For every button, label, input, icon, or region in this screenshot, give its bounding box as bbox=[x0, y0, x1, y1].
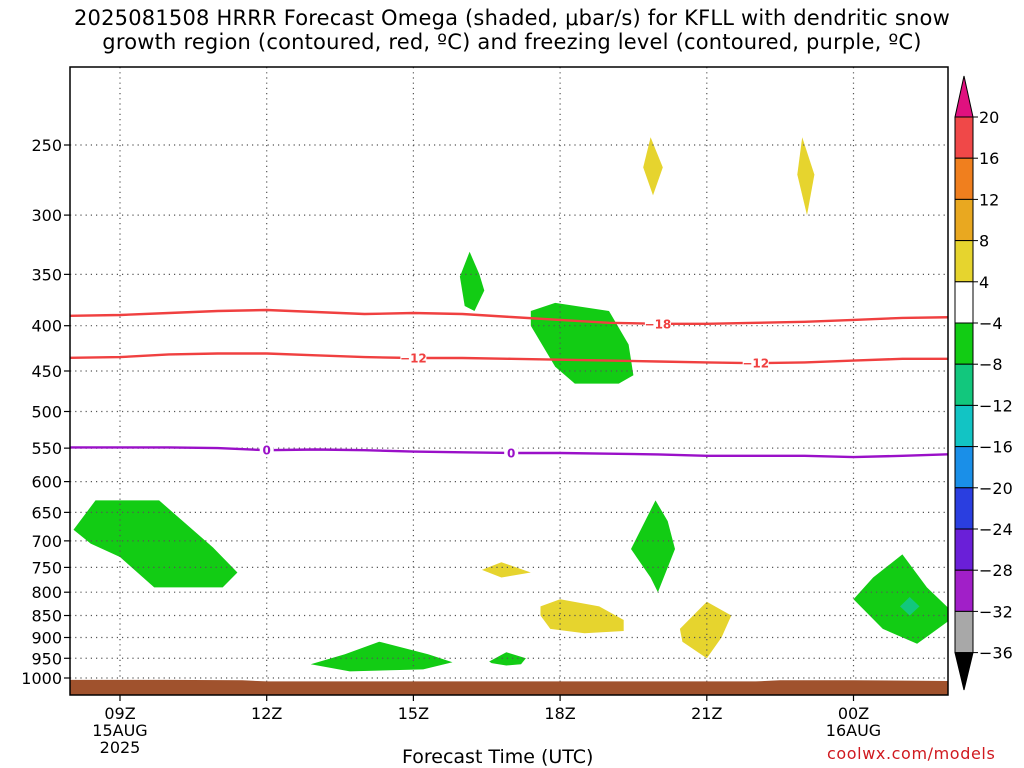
colorbar-bin-10 bbox=[954, 487, 974, 530]
omega-region-10 bbox=[797, 137, 815, 216]
colorbar-label-6: −8 bbox=[979, 355, 1003, 374]
colorbar-label-12: −32 bbox=[979, 602, 1013, 621]
omega-region-5 bbox=[631, 500, 675, 593]
colorbar-label-3: 8 bbox=[979, 232, 989, 251]
y-tick-label-900: 900 bbox=[31, 628, 62, 647]
contour-label-3-1: 0 bbox=[263, 444, 271, 458]
omega-region-3 bbox=[459, 251, 485, 311]
omega-region-12 bbox=[540, 599, 624, 634]
y-tick-label-650: 650 bbox=[31, 503, 62, 522]
colorbar-bin-12 bbox=[954, 569, 974, 612]
y-tick-label-500: 500 bbox=[31, 403, 62, 422]
contour-label-bg bbox=[644, 316, 671, 331]
colorbar-label-1: 16 bbox=[979, 149, 999, 168]
y-tick-label-850: 850 bbox=[31, 607, 62, 626]
omega-region-7 bbox=[853, 554, 948, 644]
colorbar-bin-7 bbox=[954, 363, 974, 406]
omega-region-4 bbox=[530, 302, 634, 384]
x-tick-label-24-1: 00Z bbox=[838, 704, 869, 723]
plot-frame bbox=[69, 66, 949, 696]
x-tick-label-24-2: 16AUG bbox=[826, 721, 881, 740]
contour-label-3-2: 0 bbox=[507, 447, 515, 461]
colorbar-bin-11 bbox=[954, 528, 974, 571]
omega-region-8 bbox=[900, 597, 920, 616]
title-line-1: 2025081508 HRRR Forecast Omega (shaded, … bbox=[74, 6, 950, 30]
contour-line-2 bbox=[70, 352, 948, 365]
colorbar-label-5: −4 bbox=[979, 314, 1003, 333]
colorbar-label-11: −28 bbox=[979, 561, 1013, 580]
colorbar-bin-8 bbox=[954, 404, 974, 448]
y-tick-label-450: 450 bbox=[31, 362, 62, 381]
colorbar-bin-4 bbox=[954, 240, 974, 283]
contour-label-bg bbox=[400, 350, 427, 365]
x-tick-label-9-2: 15AUG bbox=[92, 721, 147, 740]
colorbar-label-8: −16 bbox=[979, 438, 1013, 457]
colorbar-label-0: 20 bbox=[979, 108, 999, 127]
omega-region-9 bbox=[643, 137, 663, 196]
colorbar-bin-3 bbox=[954, 198, 974, 242]
colorbar-bin-6 bbox=[954, 322, 974, 365]
y-tick-label-700: 700 bbox=[31, 532, 62, 551]
x-tick-label-15-1: 15Z bbox=[398, 704, 429, 723]
title-line-2: growth region (contoured, red, ºC) and f… bbox=[102, 30, 922, 54]
y-tick-label-950: 950 bbox=[31, 649, 62, 668]
colorbar-bin-9 bbox=[954, 446, 974, 489]
source-credit[interactable]: coolwx.com/models bbox=[827, 744, 996, 763]
colorbar-label-2: 12 bbox=[979, 190, 999, 209]
contour-label-bg bbox=[259, 443, 274, 458]
colorbar: 20 16 12 8 4 −4 −8 −12 −16 −20 −24 −28 −32 −36 bbox=[954, 75, 1013, 691]
colorbar-bin-2 bbox=[954, 157, 974, 200]
y-tick-label-800: 800 bbox=[31, 583, 62, 602]
x-tick-label-9-1: 09Z bbox=[104, 704, 135, 723]
colorbar-label-4: 4 bbox=[979, 273, 989, 292]
colorbar-label-7: −12 bbox=[979, 396, 1013, 415]
y-tick-label-300: 300 bbox=[31, 206, 62, 225]
omega-region-11 bbox=[481, 562, 531, 578]
x-tick-label-21-1: 21Z bbox=[691, 704, 722, 723]
contour-label-2-2: −12 bbox=[742, 357, 769, 371]
y-tick-label-350: 350 bbox=[31, 265, 62, 284]
contour-label-bg bbox=[742, 356, 769, 371]
y-tick-label-600: 600 bbox=[31, 473, 62, 492]
colorbar-bin-1 bbox=[954, 116, 974, 159]
omega-region-13 bbox=[679, 601, 732, 659]
colorbar-bin-13 bbox=[954, 610, 974, 654]
x-tick-label-9-3: 2025 bbox=[100, 738, 141, 757]
colorbar-label-9: −20 bbox=[979, 479, 1013, 498]
plot-area: −18 −12 −12 0 0 bbox=[70, 67, 948, 695]
colorbar-label-13: −36 bbox=[979, 644, 1013, 663]
chart-title: 2025081508 HRRR Forecast Omega (shaded, … bbox=[0, 6, 1024, 54]
contour-label-1-1: −18 bbox=[645, 317, 672, 331]
y-tick-label-1000: 1000 bbox=[21, 669, 62, 688]
y-tick-label-250: 250 bbox=[31, 136, 62, 155]
terrain bbox=[70, 679, 948, 695]
x-tick-label-18-1: 18Z bbox=[544, 704, 575, 723]
y-tick-label-550: 550 bbox=[31, 439, 62, 458]
y-tick-label-400: 400 bbox=[31, 317, 62, 336]
x-axis-label: Forecast Time (UTC) bbox=[402, 746, 594, 768]
x-tick-label-12-1: 12Z bbox=[251, 704, 282, 723]
colorbar-label-10: −24 bbox=[979, 520, 1013, 539]
contour-line-1 bbox=[70, 308, 948, 325]
omega-region-1 bbox=[73, 500, 238, 588]
colorbar-bin-5 bbox=[954, 281, 974, 324]
contour-label-bg bbox=[504, 446, 519, 461]
omega-region-2 bbox=[310, 641, 453, 672]
plot-content: −18 −12 −12 0 0 250 300 350 400 450 500 550 600 650 70… bbox=[21, 66, 949, 757]
contour-label-2-1: −12 bbox=[400, 351, 427, 365]
colorbar-top-arrow bbox=[954, 75, 974, 118]
y-tick-label-750: 750 bbox=[31, 558, 62, 577]
colorbar-bottom-arrow bbox=[954, 652, 974, 691]
